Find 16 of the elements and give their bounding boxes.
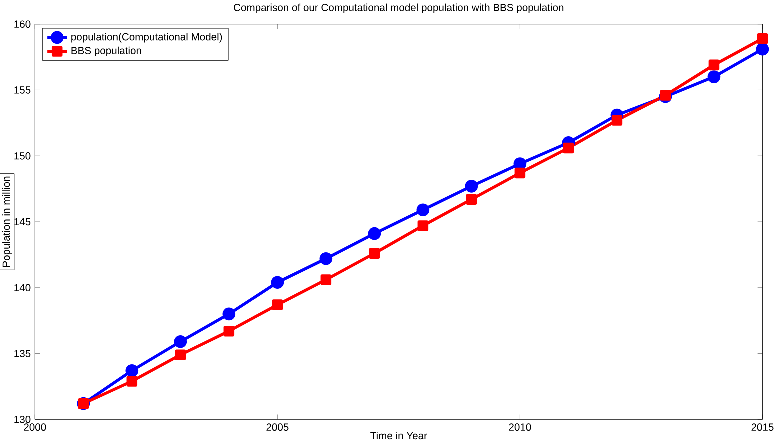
legend-label: BBS population	[72, 46, 142, 56]
y-tick-label: 160	[14, 20, 31, 28]
x-tick-label: 2000	[24, 424, 46, 431]
legend-label: population(Computational Model)	[72, 32, 222, 43]
y-tick-label: 155	[14, 86, 31, 94]
chart-title: Comparison of our Computational model population with BBS population	[234, 4, 564, 14]
y-tick-label: 145	[14, 218, 31, 226]
x-axis-title: Time in Year	[370, 432, 428, 440]
y-tick-label: 130	[14, 416, 31, 424]
x-tick-label: 2015	[752, 424, 774, 431]
y-tick-label: 140	[14, 284, 31, 292]
x-tick-label: 2010	[509, 424, 532, 431]
y-tick-label: 135	[14, 350, 31, 358]
y-axis-title: Population in million	[2, 176, 12, 267]
y-tick-label: 150	[14, 152, 31, 160]
x-tick-label: 2005	[266, 424, 289, 431]
